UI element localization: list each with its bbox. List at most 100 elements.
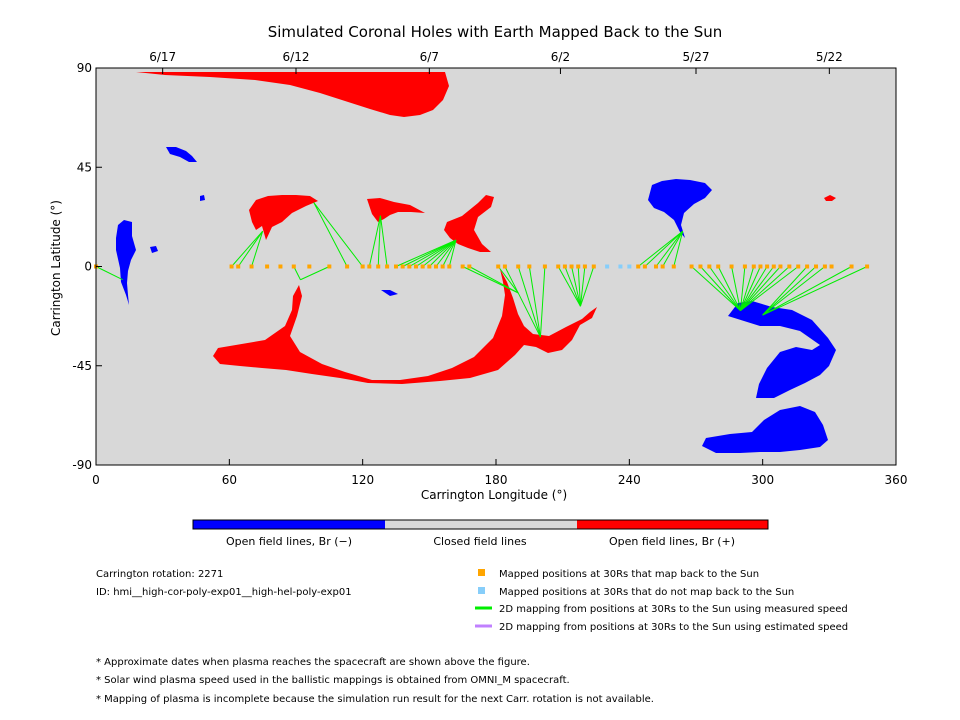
mapped-point-57 <box>829 264 834 269</box>
blue-region-east-north <box>648 179 712 238</box>
run-id: ID: hmi__high-cor-poly-exp01__high-hel-p… <box>96 587 352 598</box>
note-speed: * Solar wind plasma speed used in the ba… <box>96 675 570 686</box>
mapping-line-20 <box>435 239 457 267</box>
mapped-point-59 <box>865 264 870 269</box>
mapping-line-52 <box>740 266 790 311</box>
mapped-point-50 <box>771 264 776 269</box>
mapping-line-41 <box>691 266 741 311</box>
mapped-points <box>94 264 870 269</box>
unmapped-points <box>605 264 632 269</box>
y-tick-label-1: -45 <box>72 359 92 373</box>
mapping-line-27 <box>517 266 541 338</box>
mapping-line-33 <box>577 266 581 307</box>
mapped-point-3 <box>249 264 254 269</box>
mapped-point-4 <box>265 264 270 269</box>
mapped-point-5 <box>278 264 283 269</box>
mapping-line-28 <box>528 266 541 338</box>
x-tick-label-3: 180 <box>485 473 508 487</box>
mapped-point-12 <box>376 264 381 269</box>
legend-mapped-label: Mapped positions at 30Rs that map back t… <box>499 569 759 580</box>
mapping-line-44 <box>717 266 741 311</box>
mapping-line-0 <box>95 266 123 281</box>
mapping-line-10 <box>313 202 364 267</box>
mapping-line-50 <box>740 266 775 311</box>
unmapped-point-0 <box>605 264 610 269</box>
mapped-point-43 <box>707 264 712 269</box>
mapped-point-24 <box>467 264 472 269</box>
mapping-line-39 <box>662 230 684 267</box>
mapped-point-7 <box>307 264 312 269</box>
mapping-line-21 <box>442 239 457 267</box>
red-region-midlat-b <box>367 198 425 222</box>
mapped-point-33 <box>576 264 581 269</box>
mapped-point-8 <box>327 264 332 269</box>
mapping-line-12 <box>377 215 381 267</box>
blue-region-west-strip <box>116 220 136 305</box>
mapped-point-56 <box>822 264 827 269</box>
mapping-line-1 <box>231 230 264 267</box>
mapped-point-28 <box>527 264 532 269</box>
y-tick-label-3: 45 <box>77 160 92 174</box>
closed-field-background <box>96 68 896 465</box>
mapped-point-41 <box>689 264 694 269</box>
mapping-line-59 <box>762 266 868 316</box>
mapping-line-37 <box>644 230 684 267</box>
colorbar-negative <box>193 520 385 529</box>
top-tick-label-3: 6/2 <box>551 50 570 64</box>
blue-region-west-speck <box>150 246 158 253</box>
mapped-point-31 <box>562 264 567 269</box>
mapped-point-58 <box>849 264 854 269</box>
mapping-line-43 <box>708 266 741 311</box>
colorbar-closed <box>385 520 577 529</box>
mapping-line-3 <box>251 231 264 267</box>
mapped-point-54 <box>805 264 810 269</box>
mapped-point-27 <box>516 264 521 269</box>
legend-measured-label: 2D mapping from positions at 30Rs to the… <box>499 604 848 615</box>
mapped-point-22 <box>447 264 452 269</box>
mapped-point-52 <box>787 264 792 269</box>
y-tick-label-2: 0 <box>84 260 92 274</box>
mapping-line-35 <box>579 266 595 307</box>
mapped-point-21 <box>440 264 445 269</box>
note-incomplete: * Mapping of plasma is incomplete becaus… <box>96 694 654 705</box>
mapping-line-46 <box>739 266 746 311</box>
mapped-point-51 <box>778 264 783 269</box>
mapping-line-17 <box>415 239 457 267</box>
unmapped-point-2 <box>627 264 632 269</box>
mapped-point-23 <box>460 264 465 269</box>
top-tick-label-1: 6/12 <box>283 50 310 64</box>
mapping-line-26 <box>504 266 541 338</box>
mapped-point-44 <box>716 264 721 269</box>
legend-estimated-label: 2D mapping from positions at 30Rs to the… <box>499 622 848 633</box>
top-tick-label-5: 5/22 <box>816 50 843 64</box>
x-tick-label-6: 360 <box>885 473 908 487</box>
blue-region-north-speck <box>200 195 205 201</box>
plot-area <box>94 67 897 466</box>
mapping-line-8 <box>300 266 330 281</box>
mapped-point-53 <box>796 264 801 269</box>
x-tick-label-2: 120 <box>351 473 374 487</box>
mapped-point-30 <box>556 264 561 269</box>
mapping-line-42 <box>700 266 741 311</box>
mapped-point-34 <box>582 264 587 269</box>
mapped-point-42 <box>698 264 703 269</box>
mapped-point-39 <box>660 264 665 269</box>
mapping-line-6 <box>293 266 301 280</box>
axes: 0 60 120 180 240 300 360 -90 -45 0 45 90 6/17 6/12 6/7… <box>72 50 907 487</box>
mapping-line-54 <box>762 266 808 316</box>
negative-open-field-regions <box>116 147 836 453</box>
colorbar-label-negative: Open field lines, Br (−) <box>226 535 352 548</box>
mapping-line-29 <box>539 266 546 338</box>
colorbar: Open field lines, Br (−) Closed field li… <box>192 519 769 548</box>
mapped-point-17 <box>414 264 418 269</box>
colorbar-frame <box>192 519 769 530</box>
mapping-line-24 <box>469 266 519 294</box>
mapping-line-38 <box>655 230 684 267</box>
mapped-point-14 <box>394 264 398 269</box>
mapped-point-38 <box>654 264 658 269</box>
legend-unmapped-swatch <box>478 587 485 594</box>
mapped-point-49 <box>765 264 770 269</box>
mapping-line-34 <box>579 266 586 307</box>
mapped-point-15 <box>400 264 405 269</box>
